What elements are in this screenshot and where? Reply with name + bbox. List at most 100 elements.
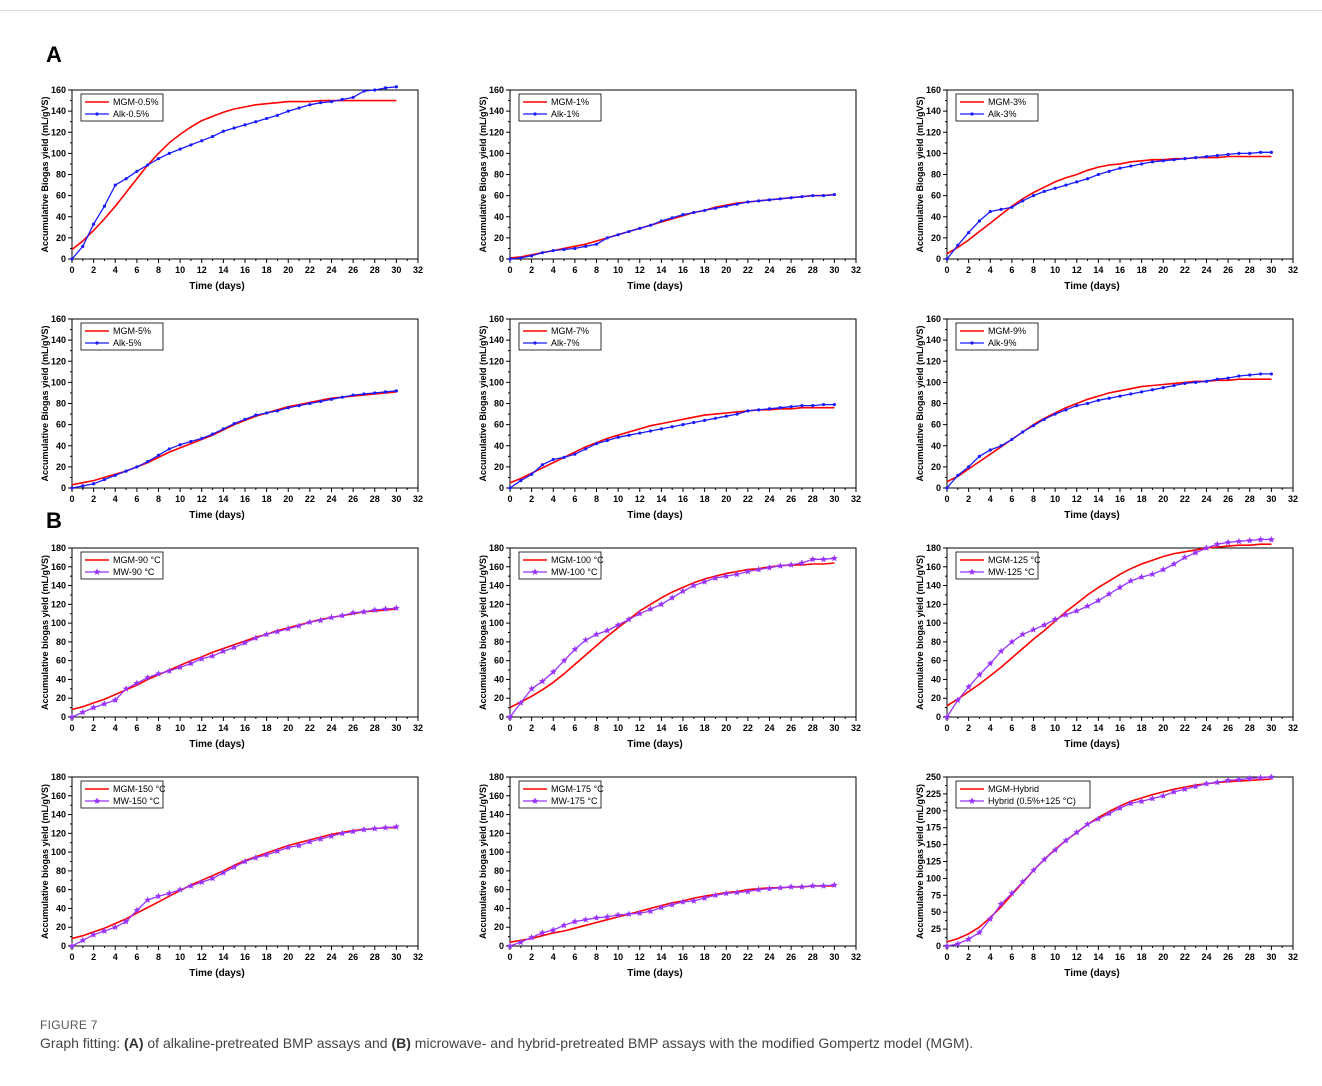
- y-tick-label: 60: [931, 191, 941, 201]
- data-point: [81, 484, 85, 488]
- legend-label: Alk-9%: [988, 338, 1017, 348]
- data-point: [1008, 638, 1016, 645]
- series-line-measured: [71, 390, 397, 489]
- data-point: [831, 881, 838, 888]
- x-tick-label: 0: [69, 952, 74, 962]
- x-tick-label: 10: [175, 494, 185, 504]
- legend-box: [80, 93, 164, 122]
- data-point: [70, 257, 74, 261]
- data-point: [594, 242, 599, 246]
- x-tick-label: 26: [348, 723, 358, 733]
- data-point: [243, 417, 247, 421]
- y-tick-label: 60: [56, 885, 66, 895]
- data-point: [1095, 815, 1102, 822]
- data-point: [1118, 166, 1122, 170]
- data-point: [275, 113, 280, 117]
- y-tick-label: 0: [499, 941, 504, 951]
- y-tick-label: 160: [51, 562, 66, 572]
- y-tick-label: 200: [926, 806, 941, 816]
- data-point: [92, 222, 96, 226]
- data-point: [766, 564, 773, 571]
- legend-label: MGM-Hybrid: [988, 784, 1039, 794]
- x-tick-label: 4: [113, 723, 118, 733]
- data-point: [176, 663, 184, 671]
- x-tick-label: 6: [1009, 723, 1014, 733]
- data-point: [658, 600, 665, 608]
- data-point: [811, 404, 815, 408]
- data-point: [394, 389, 398, 393]
- data-point: [230, 863, 238, 870]
- data-point: [1194, 380, 1198, 384]
- y-tick-label: 60: [494, 885, 504, 895]
- x-tick-label: 12: [197, 723, 207, 733]
- x-tick-label: 14: [1093, 494, 1103, 504]
- data-point: [155, 892, 162, 900]
- x-tick-label: 18: [1137, 723, 1147, 733]
- x-tick-label: 30: [829, 265, 839, 275]
- data-point: [1258, 150, 1263, 154]
- data-point: [1008, 889, 1016, 897]
- x-axis-label: Time (days): [189, 739, 244, 750]
- x-tick-label: 0: [944, 723, 949, 733]
- data-point: [832, 192, 836, 197]
- legend-label: MGM-150 °C: [113, 784, 166, 794]
- y-tick-label: 160: [489, 791, 504, 801]
- x-tick-label: 30: [1266, 723, 1276, 733]
- data-point: [1203, 780, 1210, 787]
- data-point: [977, 454, 982, 458]
- data-point: [539, 677, 546, 685]
- y-tick-label: 20: [56, 462, 66, 472]
- legend-marker: [531, 797, 539, 804]
- data-point: [1127, 799, 1135, 807]
- x-tick-label: 12: [635, 494, 645, 504]
- y-tick-label: 180: [51, 772, 66, 782]
- data-point: [943, 942, 951, 949]
- y-tick-label: 175: [926, 823, 941, 833]
- x-tick-label: 22: [1180, 952, 1190, 962]
- data-point: [582, 636, 590, 643]
- data-point: [144, 674, 152, 681]
- legend-label: MGM-3%: [988, 97, 1026, 107]
- data-point: [692, 420, 696, 425]
- y-tick-label: 40: [56, 212, 66, 222]
- legend-box: [80, 551, 164, 580]
- data-point: [551, 457, 555, 462]
- y-tick-label: 100: [926, 148, 941, 158]
- data-point: [1107, 396, 1111, 400]
- data-point: [1183, 381, 1187, 386]
- x-tick-label: 30: [391, 723, 401, 733]
- y-tick-label: 120: [489, 356, 504, 366]
- data-point: [1140, 162, 1144, 166]
- data-point: [508, 486, 512, 490]
- data-point: [582, 916, 590, 923]
- y-tick-label: 120: [489, 127, 504, 137]
- data-point: [539, 929, 546, 936]
- data-point: [722, 889, 730, 897]
- data-point: [1248, 373, 1252, 377]
- data-point: [659, 219, 663, 223]
- x-tick-label: 22: [305, 723, 315, 733]
- y-tick-label: 20: [494, 693, 504, 703]
- data-point: [1064, 183, 1068, 187]
- y-tick-label: 40: [56, 441, 66, 451]
- y-tick-label: 100: [489, 618, 504, 628]
- y-tick-label: 100: [51, 847, 66, 857]
- x-tick-label: 16: [1115, 494, 1125, 504]
- legend-box: [518, 551, 602, 580]
- x-tick-label: 10: [613, 952, 623, 962]
- legend-label: Alk-5%: [113, 338, 142, 348]
- data-point: [371, 825, 379, 832]
- x-tick-label: 12: [635, 265, 645, 275]
- data-point: [821, 402, 826, 407]
- data-point: [997, 900, 1005, 907]
- y-tick-label: 20: [931, 462, 941, 472]
- x-tick-label: 22: [1180, 723, 1190, 733]
- data-point: [798, 883, 806, 890]
- y-tick-label: 140: [926, 581, 941, 591]
- x-tick-label: 10: [613, 494, 623, 504]
- panel-label-b: B: [46, 508, 62, 533]
- data-point: [1040, 855, 1048, 863]
- data-point: [252, 634, 260, 641]
- data-point: [92, 482, 96, 486]
- data-point: [1031, 424, 1036, 428]
